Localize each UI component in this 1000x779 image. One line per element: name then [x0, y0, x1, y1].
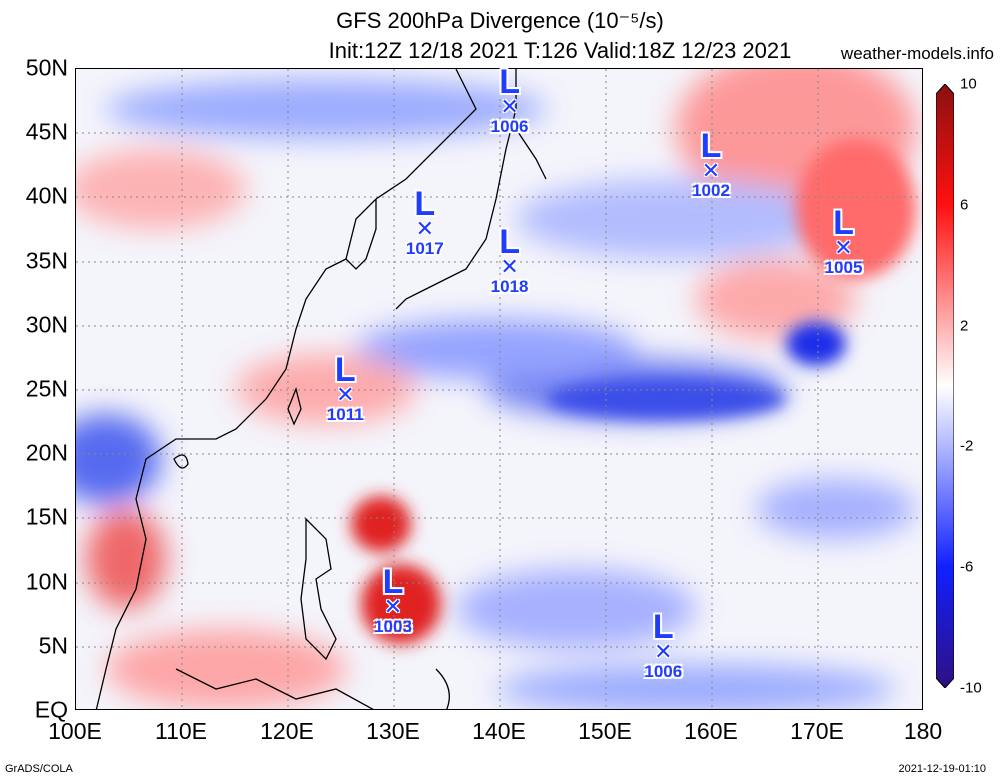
lat-label: 50N [25, 54, 68, 81]
colorbar-tick: -10 [960, 679, 982, 697]
low-letter: L [334, 351, 356, 390]
low-pressure-value: 1002 [692, 180, 730, 200]
low-letter: L [414, 184, 436, 223]
site-label: weather-models.info [840, 44, 994, 63]
low-center-icon: ✕ [500, 254, 519, 280]
low-pressure-marker: L ✕ 1018 [480, 223, 540, 297]
lon-label: 150E [578, 718, 632, 744]
low-pressure-marker: L ✕ 1017 [395, 184, 455, 259]
low-center-icon: ✕ [500, 93, 519, 119]
coastlines [95, 69, 547, 709]
low-letter: L [382, 563, 404, 602]
map-svg [76, 69, 922, 709]
lon-label: 170E [790, 718, 844, 744]
colorbar-tick: -6 [960, 558, 974, 576]
lat-label: EQ [34, 696, 68, 723]
colorbar-tick: -2 [960, 437, 974, 455]
chart-subtitle: Init:12Z 12/18 2021 T:126 Valid:18Z 12/2… [328, 38, 792, 63]
low-pressure-value: 1003 [374, 617, 412, 637]
low-pressure-value: 1006 [644, 662, 683, 682]
low-letter: L [499, 62, 520, 101]
lon-label: 180 [903, 718, 943, 744]
low-pressure-marker: L ✕ 1005 [814, 203, 874, 278]
colorbar-tick: 2 [960, 317, 969, 335]
lat-label: 25N [25, 375, 68, 402]
low-pressure-value: 1005 [824, 257, 863, 277]
low-pressure-value: 1011 [326, 405, 364, 425]
low-center-icon: ✕ [336, 382, 355, 408]
low-pressure-value: 1006 [490, 116, 529, 136]
low-letter: L [833, 203, 854, 242]
low-pressure-value: 1017 [405, 238, 444, 258]
colorbar [936, 84, 954, 688]
lat-label: 30N [25, 311, 68, 338]
low-center-icon: ✕ [383, 594, 403, 620]
lon-label: 160E [684, 718, 738, 744]
colorbar-tick: 10 [960, 75, 977, 93]
colorbar-tick: 6 [960, 196, 969, 214]
low-pressure-marker: L ✕ 1011 [315, 351, 375, 425]
timestamp: 2021-12-19-01:10 [898, 763, 986, 775]
lon-label: 130E [366, 718, 420, 744]
low-center-icon: ✕ [654, 639, 673, 665]
lat-label: 20N [25, 439, 68, 466]
lon-label: 140E [472, 718, 526, 744]
lon-label: 100E [48, 718, 102, 744]
lat-label: 10N [25, 568, 68, 595]
low-pressure-marker: L ✕ 1006 [480, 62, 540, 137]
lon-label: 110E [154, 718, 208, 744]
lat-label: 15N [25, 503, 68, 530]
low-pressure-value: 1018 [490, 277, 529, 297]
lat-label: 45N [25, 118, 68, 145]
grid [76, 69, 922, 709]
low-pressure-marker: L ✕ 1003 [363, 563, 423, 637]
low-letter: L [700, 126, 722, 165]
low-letter: L [499, 223, 520, 262]
low-pressure-marker: L ✕ 1006 [633, 608, 693, 682]
low-center-icon: ✕ [701, 157, 721, 183]
software-credit: GrADS/COLA [5, 763, 73, 775]
low-pressure-marker: L ✕ 1002 [681, 126, 741, 201]
low-letter: L [652, 608, 674, 647]
lat-label: 5N [38, 632, 68, 659]
lon-label: 120E [260, 718, 314, 744]
low-center-icon: ✕ [415, 215, 435, 241]
lat-label: 35N [25, 247, 68, 274]
low-center-icon: ✕ [834, 234, 853, 260]
chart-title: GFS 200hPa Divergence (10⁻⁵/s) [336, 8, 664, 33]
lat-label: 40N [25, 182, 68, 209]
divergence-map [75, 68, 923, 710]
